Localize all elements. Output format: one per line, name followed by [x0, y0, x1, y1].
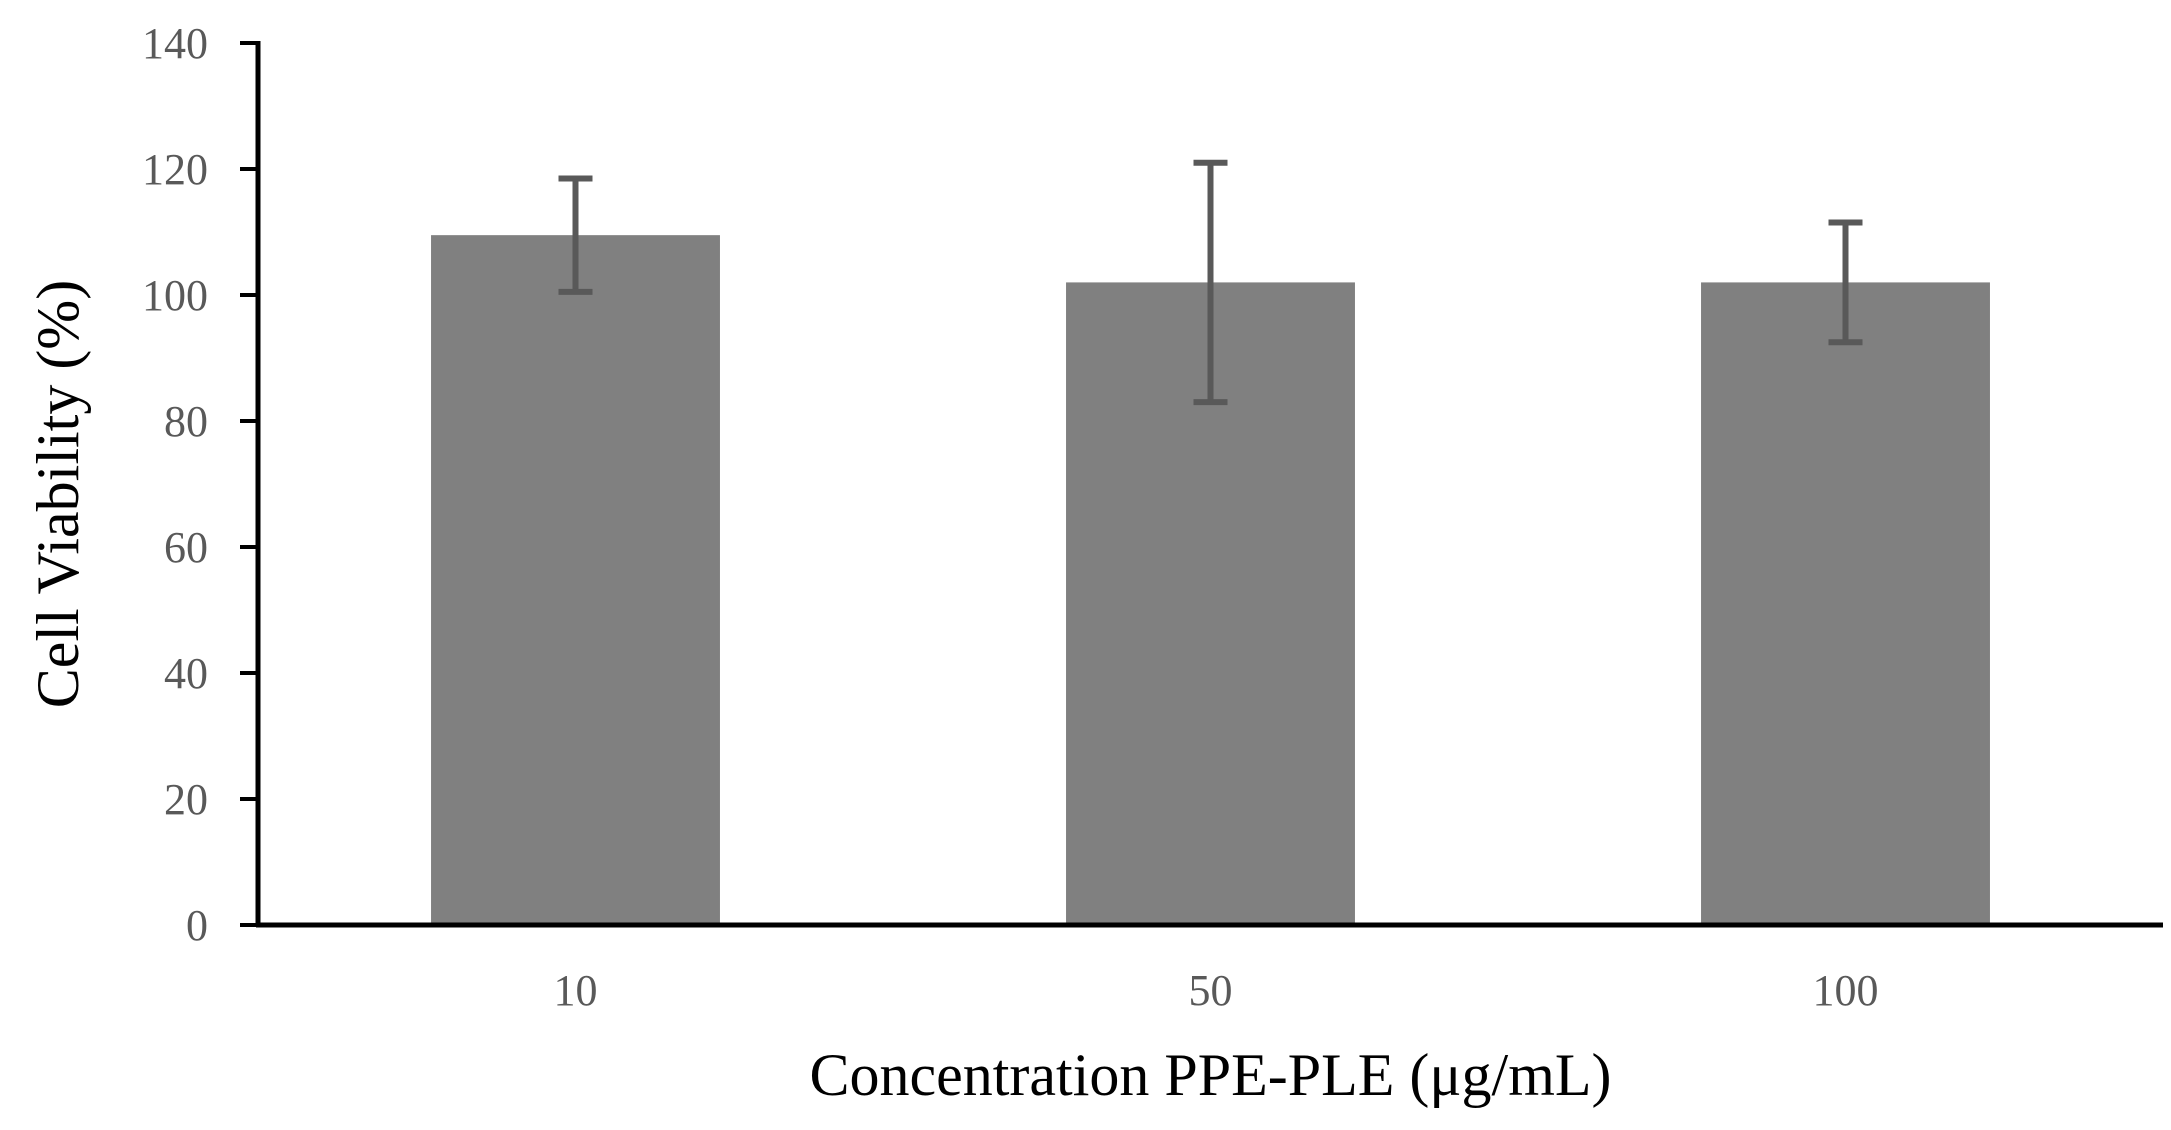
x-ticks-layer: 10 50 100	[554, 966, 1879, 1015]
y-tick-label: 20	[164, 775, 208, 824]
y-axis-title: Cell Viability (%)	[25, 280, 91, 709]
y-tick-label: 100	[142, 271, 208, 320]
y-tick-label: 120	[142, 145, 208, 194]
axes-layer	[255, 41, 2163, 928]
y-tick-label: 140	[142, 19, 208, 68]
error-bars-layer	[558, 159, 1863, 406]
y-ticks-layer: 0 20 40 60 80 100 120 140	[142, 19, 258, 950]
y-tick-label: 0	[186, 901, 208, 950]
x-tick-label: 10	[554, 966, 598, 1015]
bar	[431, 235, 720, 925]
y-tick-label: 80	[164, 397, 208, 446]
y-tick-label: 40	[164, 649, 208, 698]
y-tick-label: 60	[164, 523, 208, 572]
x-tick-label: 50	[1189, 966, 1233, 1015]
bar	[1701, 282, 1990, 925]
x-tick-label: 100	[1813, 966, 1879, 1015]
x-axis-title: Concentration PPE-PLE (μg/mL)	[809, 1042, 1611, 1108]
